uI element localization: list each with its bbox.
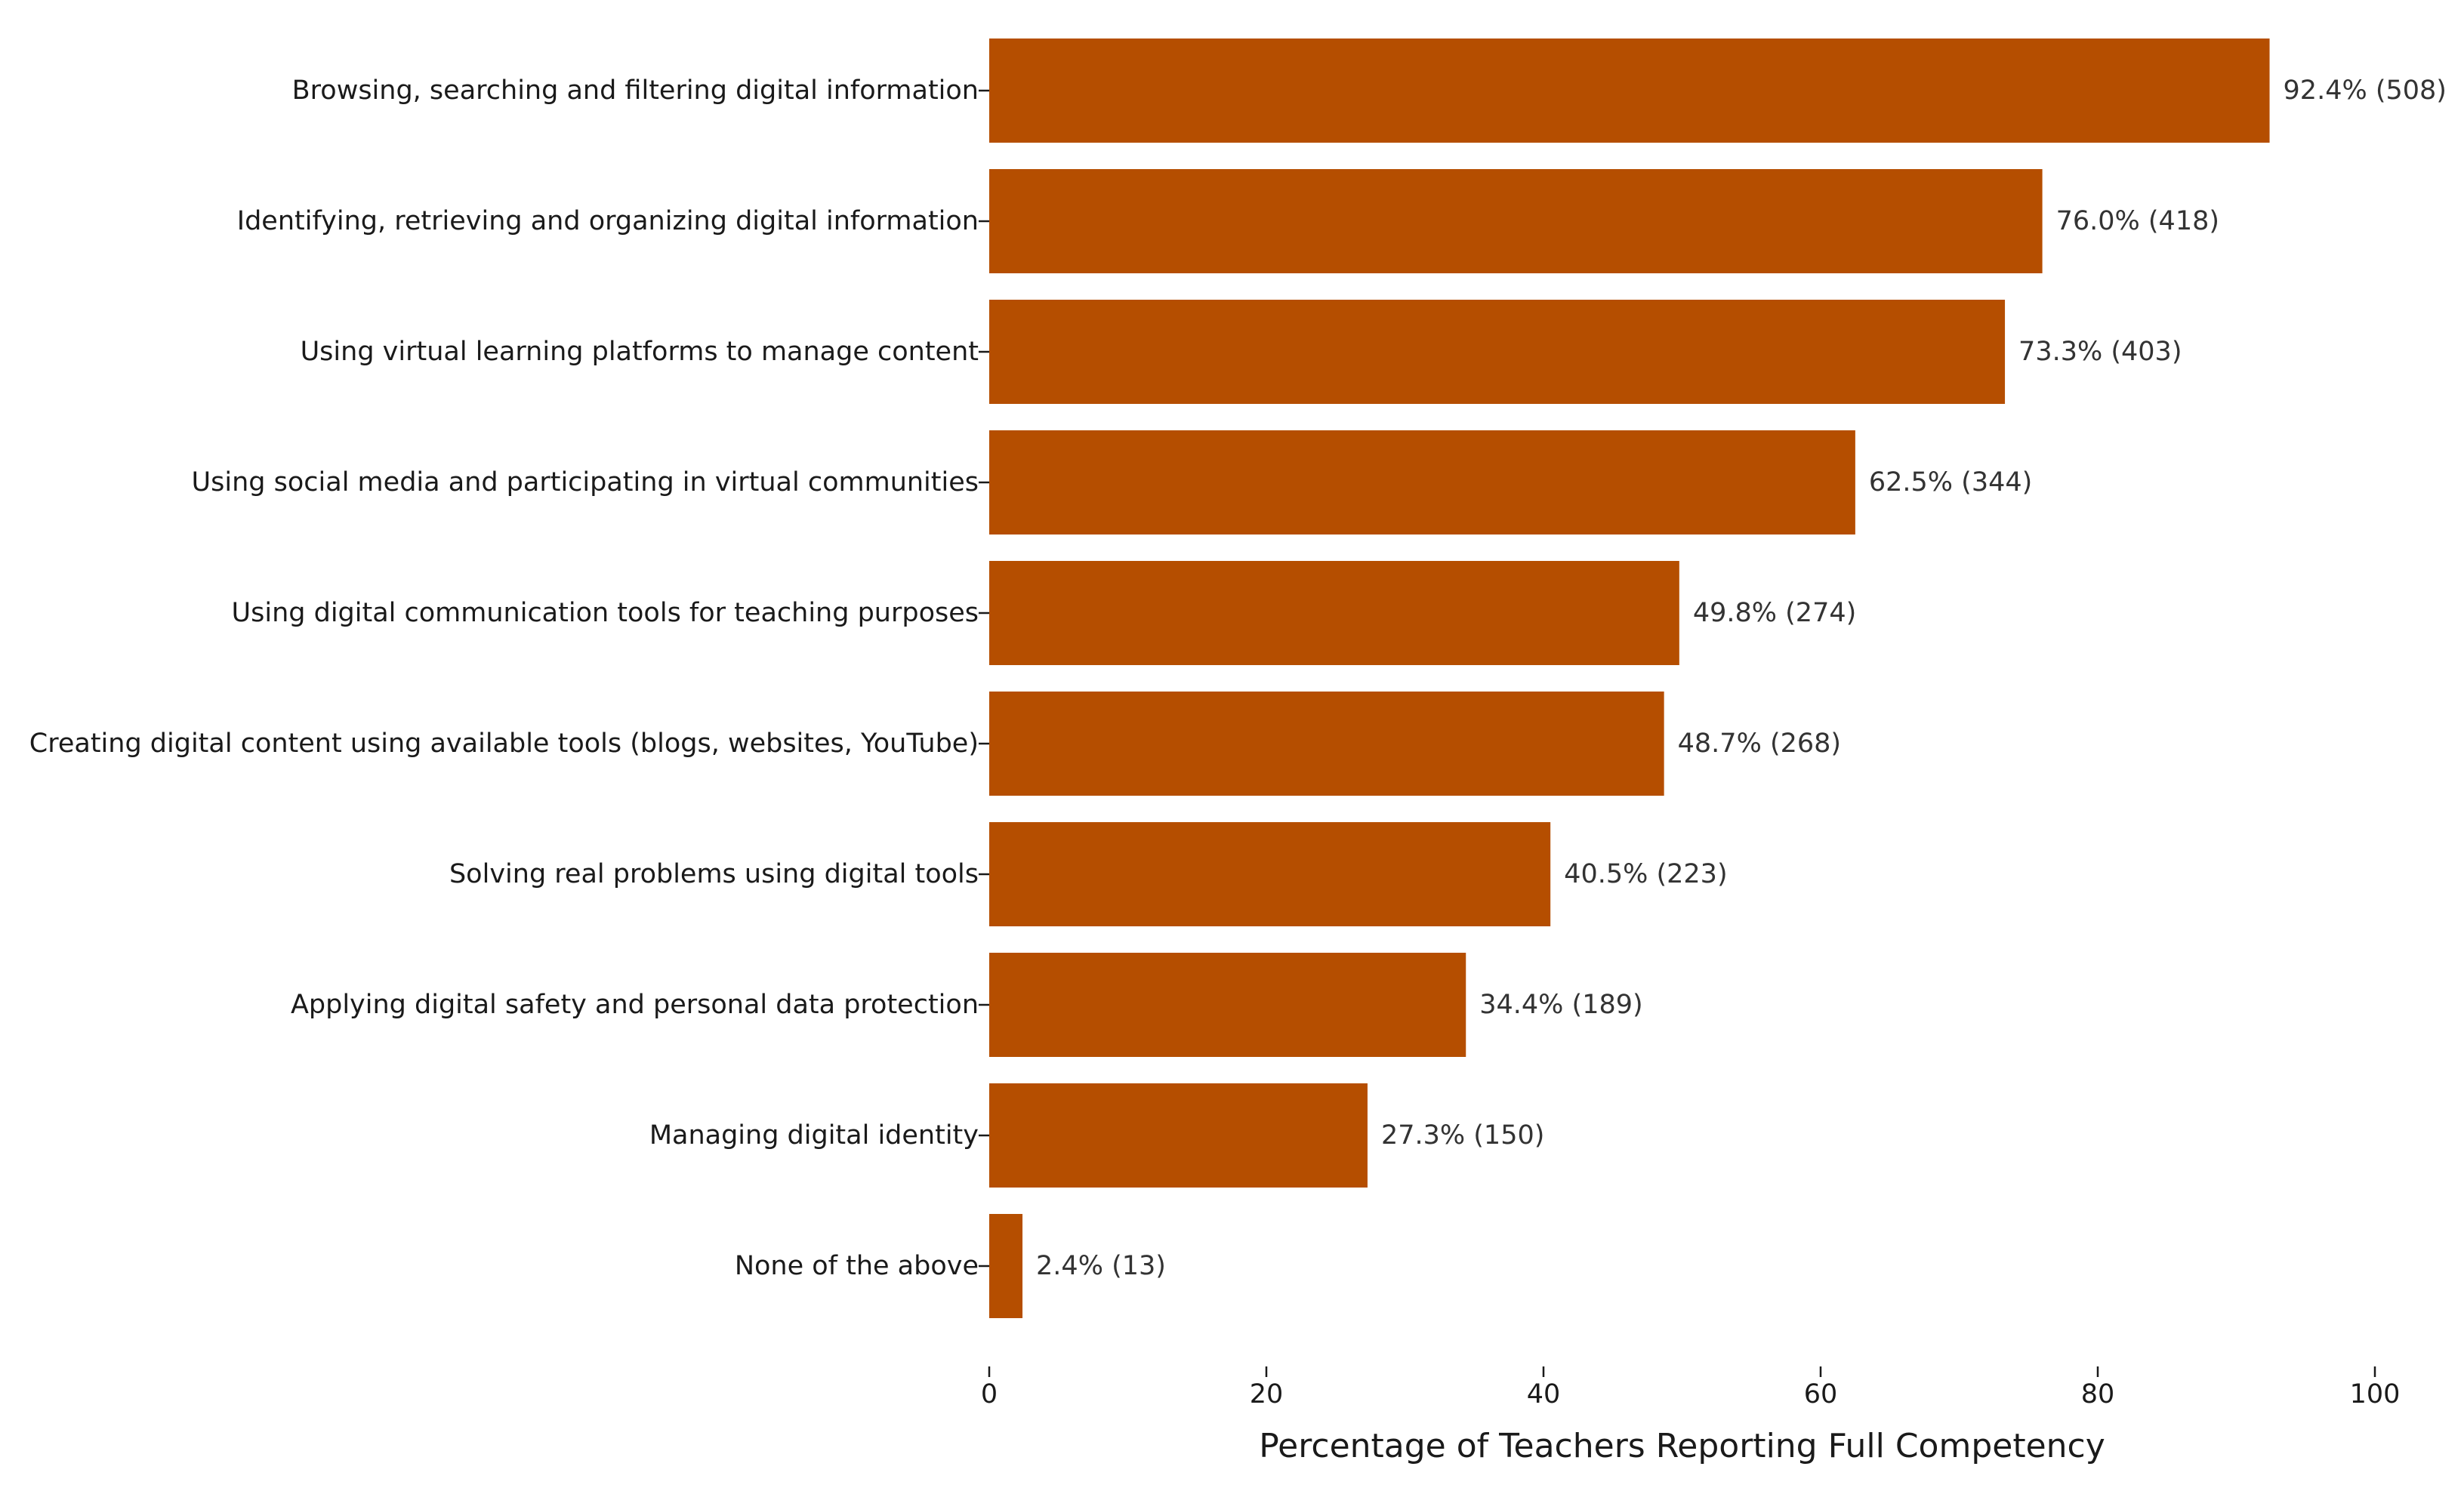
category-label: None of the above: [735, 1251, 979, 1281]
x-axis: 0 20 40 60 80 100: [981, 1366, 2401, 1409]
data-label: 73.3% (403): [2018, 337, 2182, 367]
x-tick-label: 20: [1250, 1379, 1284, 1409]
data-label: 2.4% (13): [1036, 1251, 1166, 1281]
data-label: 62.5% (344): [1869, 467, 2032, 498]
data-label: 34.4% (189): [1479, 990, 1642, 1020]
bar: [989, 953, 1466, 1057]
category-label: Browsing, searching and filtering digita…: [292, 75, 979, 106]
x-tick-label: 80: [2081, 1379, 2115, 1409]
category-label: Managing digital identity: [649, 1120, 979, 1151]
bar: [989, 822, 1551, 926]
bar: [989, 430, 1855, 535]
bar: [989, 169, 2043, 273]
bars-layer: [979, 39, 2270, 1318]
category-label: Using digital communication tools for te…: [232, 598, 979, 628]
category-label: Identifying, retrieving and organizing d…: [237, 206, 979, 236]
bar: [989, 300, 2006, 404]
data-label: 27.3% (150): [1381, 1120, 1544, 1151]
x-tick-label: 100: [2350, 1379, 2401, 1409]
bar: [989, 1083, 1368, 1188]
data-label: 92.4% (508): [2284, 75, 2447, 106]
data-label: 76.0% (418): [2056, 206, 2219, 236]
data-labels: 92.4% (508) 76.0% (418) 73.3% (403) 62.5% (…: [1036, 75, 2447, 1281]
category-label: Using social media and participating in …: [192, 467, 979, 498]
data-label: 48.7% (268): [1678, 729, 1841, 759]
bar: [989, 1214, 1023, 1318]
category-label: Creating digital content using available…: [29, 729, 979, 759]
category-labels: Browsing, searching and filtering digita…: [29, 75, 979, 1281]
data-label: 40.5% (223): [1564, 859, 1727, 889]
data-label: 49.8% (274): [1693, 598, 1856, 628]
x-tick-label: 60: [1804, 1379, 1838, 1409]
bar: [989, 39, 2270, 143]
bar: [989, 692, 1664, 796]
category-label: Solving real problems using digital tool…: [449, 859, 979, 889]
x-axis-title: Percentage of Teachers Reporting Full Co…: [1259, 1427, 2105, 1465]
category-label: Applying digital safety and personal dat…: [291, 990, 979, 1020]
bar: [989, 561, 1679, 665]
x-tick-label: 40: [1527, 1379, 1561, 1409]
x-tick-label: 0: [981, 1379, 998, 1409]
category-label: Using virtual learning platforms to mana…: [301, 337, 979, 367]
